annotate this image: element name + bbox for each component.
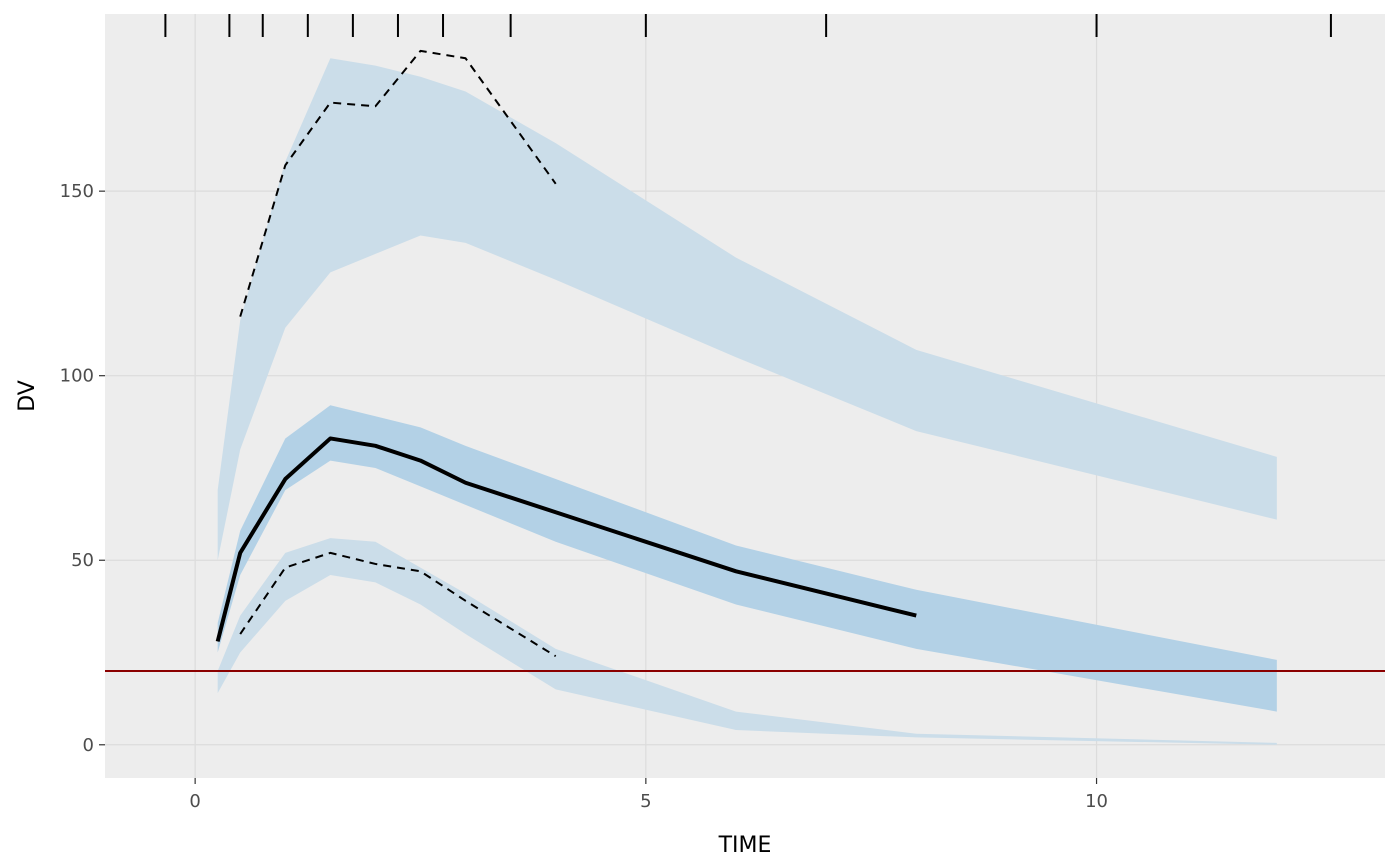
y-tick-label: 0 [83,735,94,756]
band-median [217,405,1277,712]
y-axis-title: DV [15,380,40,412]
band-lower [217,538,1277,745]
x-tick-label: 10 [1085,791,1108,812]
observed-lines [215,49,917,658]
x-tick-label: 0 [189,791,200,812]
y-tick-label: 150 [60,181,94,202]
observed-line-2 [239,551,557,658]
prediction-bands [217,58,1277,745]
y-tick-label: 50 [71,550,94,571]
bin-boundary-ticks [164,14,1332,37]
grid-lines [105,14,1385,778]
x-tick-label: 5 [640,791,651,812]
y-tick-label: 100 [60,366,94,387]
observed-line-0 [239,49,557,317]
observed-line-1 [215,436,917,642]
x-axis-title: TIME [718,833,772,858]
band-upper [217,58,1277,561]
